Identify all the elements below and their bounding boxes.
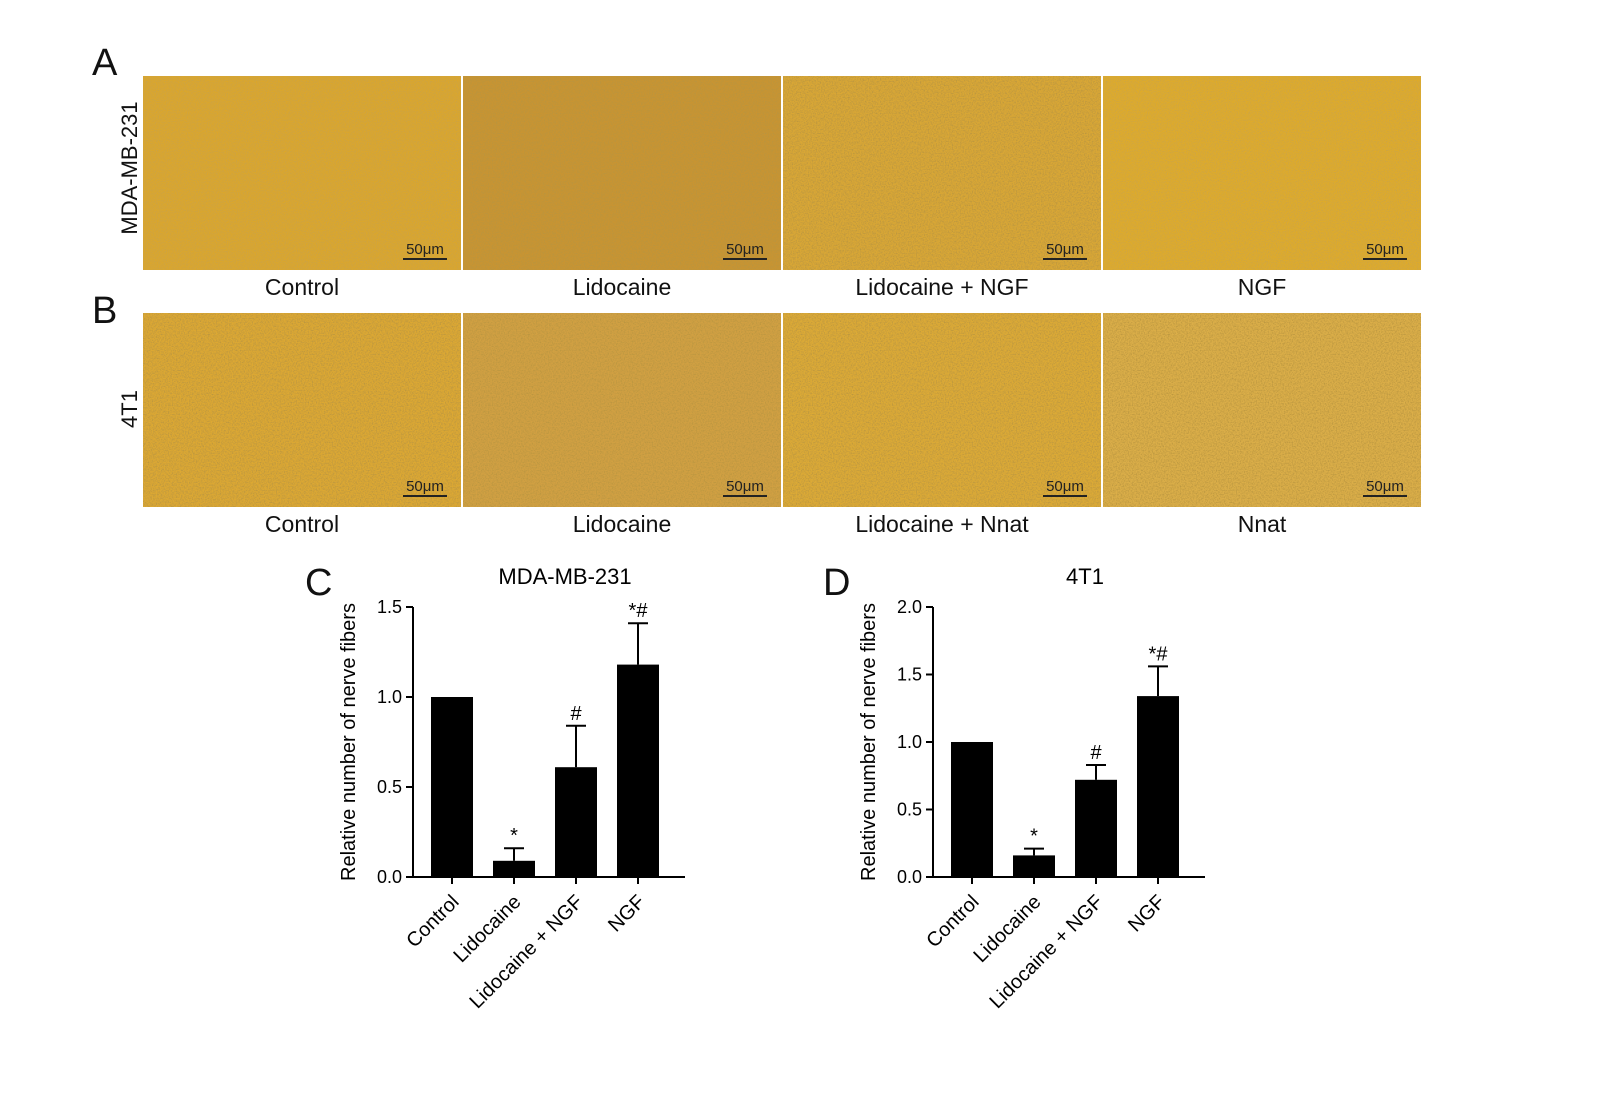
chart-title: 4T1	[1066, 564, 1104, 589]
y-tick-label: 0.5	[897, 800, 922, 820]
condition-label: Lidocaine + NGF	[855, 274, 1029, 300]
condition-label: Lidocaine + Nnat	[855, 511, 1029, 537]
significance-label: *	[1030, 826, 1038, 848]
bar	[1013, 855, 1055, 877]
row-label-4t1: 4T1	[117, 390, 142, 428]
micrograph-b-lidocaine-nnat: 50μm	[783, 313, 1101, 507]
micrograph-a-ngf: 50μm	[1103, 76, 1421, 270]
micrograph-a-lidocaine-ngf: 50μm	[783, 76, 1101, 270]
panel-letter-a: A	[92, 42, 118, 84]
bar	[431, 697, 473, 877]
condition-label: Control	[264, 274, 340, 300]
y-tick-label: 1.0	[377, 687, 402, 707]
y-tick-label: 1.5	[897, 665, 922, 685]
panel-letter-d: D	[823, 562, 851, 604]
bar	[951, 742, 993, 877]
y-axis-label: Relative number of nerve fibers	[338, 603, 360, 881]
y-tick-label: 0.0	[897, 867, 922, 887]
x-tick-label: NGF	[604, 891, 649, 936]
x-tick-label: NGF	[1124, 891, 1169, 936]
micrograph-a-lidocaine: 50μm	[463, 76, 781, 270]
condition-label: NGF	[1237, 274, 1287, 300]
bar	[555, 767, 597, 877]
chart-title: MDA-MB-231	[498, 564, 631, 589]
scale-bar: 50μm	[723, 478, 767, 497]
significance-label: *	[510, 825, 518, 847]
scale-bar: 50μm	[723, 241, 767, 260]
bar	[1075, 779, 1117, 877]
scale-bar: 50μm	[403, 241, 447, 260]
panel-letter-c: C	[305, 562, 333, 604]
x-tick-label: Lidocaine + NGF	[465, 891, 587, 1013]
condition-label: Lidocaine	[572, 274, 672, 300]
significance-label: #	[1090, 742, 1102, 764]
micrograph-b-lidocaine: 50μm	[463, 313, 781, 507]
x-tick-label: Control	[402, 891, 463, 952]
scale-bar: 50μm	[1043, 241, 1087, 260]
y-tick-label: 2.0	[897, 597, 922, 617]
scale-bar: 50μm	[1363, 241, 1407, 260]
y-tick-label: 1.0	[897, 732, 922, 752]
panel-letter-b: B	[92, 290, 118, 332]
scale-bar: 50μm	[403, 478, 447, 497]
y-tick-label: 0.5	[377, 777, 402, 797]
y-tick-label: 0.0	[377, 867, 402, 887]
condition-label: Control	[264, 511, 340, 537]
row-label-mda: MDA-MB-231	[117, 101, 142, 235]
bar-chart-mda: MDA-MB-231 Relative number of nerve fiber…	[338, 564, 685, 1013]
condition-label: Lidocaine	[572, 511, 672, 537]
scale-bar: 50μm	[1043, 478, 1087, 497]
micrograph-b-nnat: 50μm	[1103, 313, 1421, 507]
condition-label: Nnat	[1237, 511, 1287, 537]
significance-label: *#	[1149, 643, 1169, 665]
scale-bar: 50μm	[1363, 478, 1407, 497]
y-axis-label: Relative number of nerve fibers	[858, 603, 880, 881]
bar	[493, 860, 535, 877]
x-tick-label: Lidocaine + NGF	[985, 891, 1107, 1013]
x-tick-label: Control	[922, 891, 983, 952]
micrograph-a-control: 50μm	[143, 76, 461, 270]
significance-label: #	[570, 703, 582, 725]
bar	[1137, 696, 1179, 877]
bar	[617, 664, 659, 877]
significance-label: *#	[629, 600, 649, 622]
micrograph-b-control: 50μm	[143, 313, 461, 507]
bar-chart-4t1: 4T1 Relative number of nerve fibers 0.0 0.5…	[858, 564, 1205, 1013]
y-tick-label: 1.5	[377, 597, 402, 617]
